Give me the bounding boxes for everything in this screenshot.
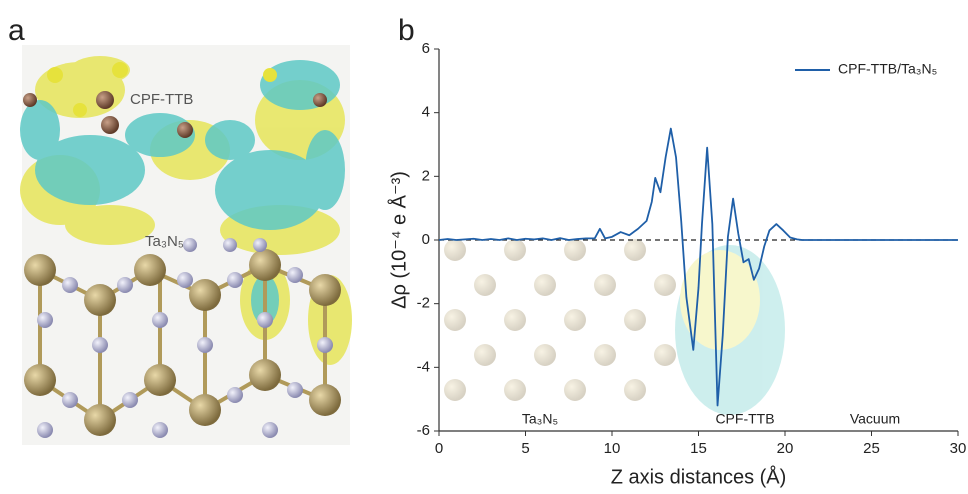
x-tick-label: 25 xyxy=(863,440,880,457)
y-tick-label: -6 xyxy=(417,422,430,439)
panel-label: a xyxy=(8,14,25,47)
structure-image xyxy=(20,45,352,445)
x-tick-label: 0 xyxy=(435,440,443,457)
y-tick-label: 2 xyxy=(422,167,430,184)
image-label: Ta₃N₅ xyxy=(145,233,184,250)
y-tick-label: -4 xyxy=(417,358,430,375)
y-axis-label: Δρ (10⁻⁴ e Å⁻³) xyxy=(387,171,410,309)
x-tick-label: 30 xyxy=(950,440,967,457)
y-tick-label: -2 xyxy=(417,295,430,312)
panel-label: b xyxy=(398,14,415,47)
y-tick-label: 6 xyxy=(422,40,430,57)
image-label: CPF-TTB xyxy=(130,91,193,108)
x-tick-label: 20 xyxy=(777,440,794,457)
x-tick-label: 5 xyxy=(521,440,529,457)
backdrop-image xyxy=(444,239,785,415)
x-tick-label: 10 xyxy=(604,440,621,457)
data-line xyxy=(438,127,958,407)
y-tick-label: 4 xyxy=(422,104,430,121)
x-axis-label: Z axis distances (Å) xyxy=(611,465,787,488)
x-tick-label: 15 xyxy=(690,440,707,457)
annotation: Ta₃N₅ xyxy=(522,411,558,427)
annotation: Vacuum xyxy=(850,411,900,427)
legend-label: CPF-TTB/Ta₃N₅ xyxy=(838,61,937,77)
y-tick-label: 0 xyxy=(422,231,430,248)
annotation: CPF-TTB xyxy=(715,411,774,427)
